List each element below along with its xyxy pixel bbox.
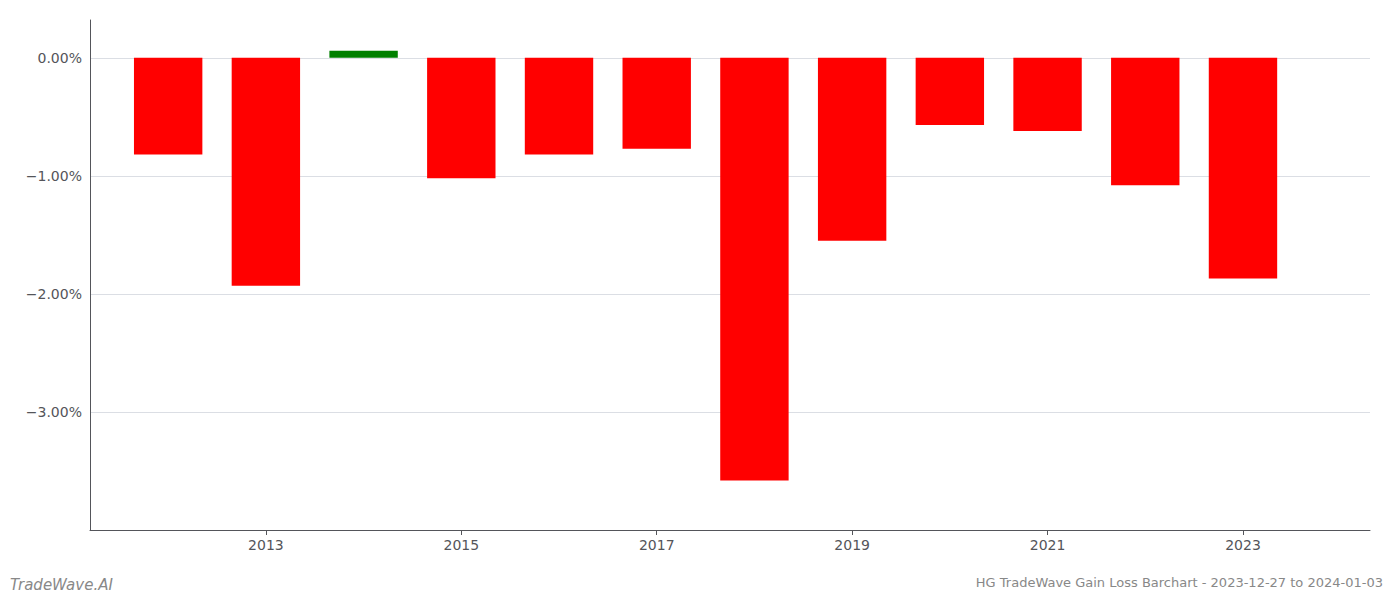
svg-text:2015: 2015 bbox=[443, 537, 479, 553]
svg-text:2021: 2021 bbox=[1030, 537, 1066, 553]
svg-text:2019: 2019 bbox=[834, 537, 870, 553]
svg-text:2013: 2013 bbox=[248, 537, 284, 553]
svg-text:−3.00%: −3.00% bbox=[26, 404, 82, 420]
svg-text:2017: 2017 bbox=[639, 537, 675, 553]
svg-text:TradeWave.AI: TradeWave.AI bbox=[10, 576, 113, 594]
svg-text:2023: 2023 bbox=[1225, 537, 1261, 553]
svg-text:0.00%: 0.00% bbox=[38, 50, 82, 66]
svg-text:−2.00%: −2.00% bbox=[26, 286, 82, 302]
svg-text:HG TradeWave Gain Loss Barchar: HG TradeWave Gain Loss Barchart - 2023-1… bbox=[976, 575, 1383, 590]
svg-text:−1.00%: −1.00% bbox=[26, 168, 82, 184]
